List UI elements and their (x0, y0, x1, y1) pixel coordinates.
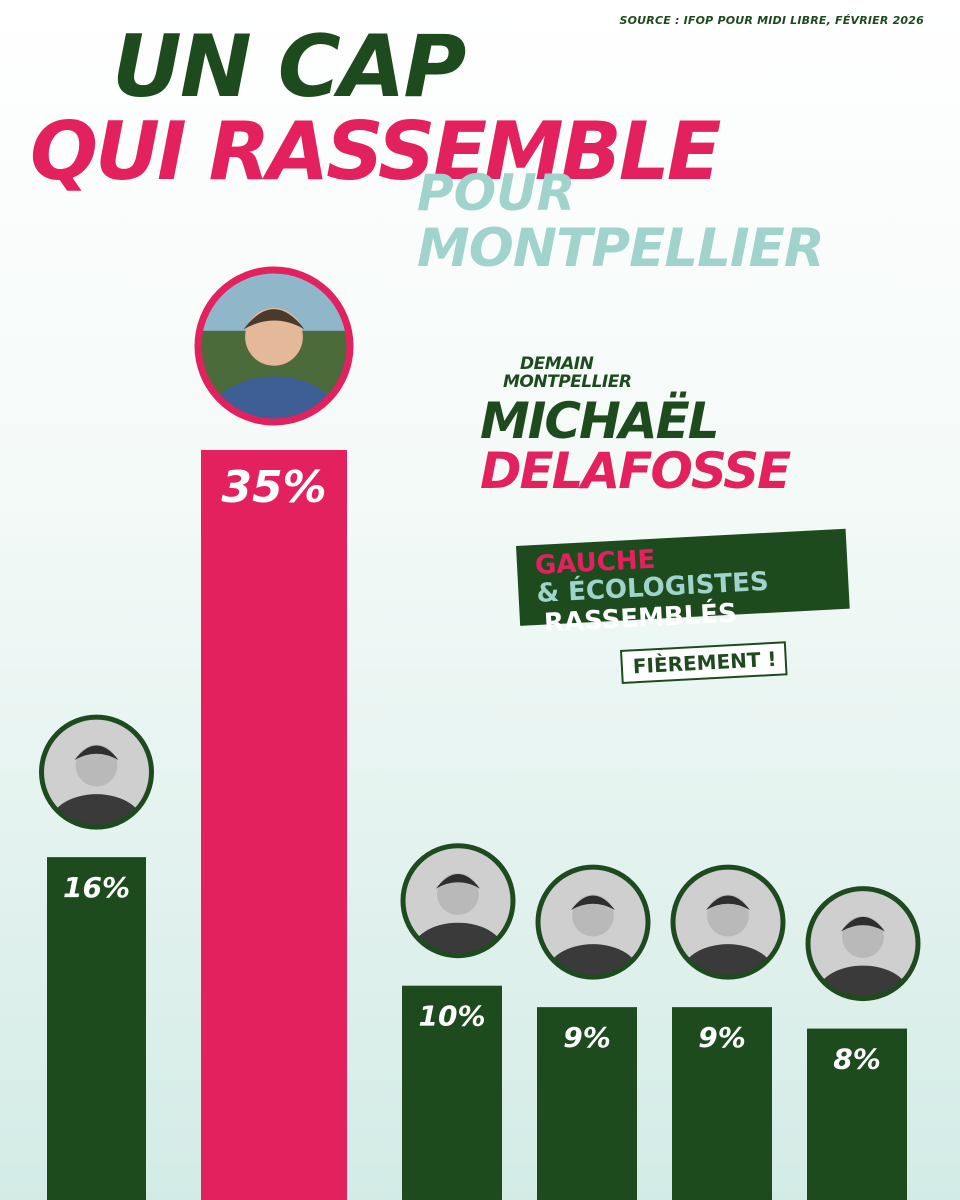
bar-0 (47, 857, 146, 1200)
candidate-first-name: MICHAËL (480, 392, 720, 450)
bar-2 (402, 985, 502, 1200)
candidate-photo-2 (400, 843, 516, 959)
candidate-photo-4 (670, 864, 786, 980)
bar-value-label-4: 9% (698, 1021, 746, 1054)
bar-4 (672, 1007, 772, 1200)
headline-line-1: UN CAP (112, 17, 466, 117)
candidate-photo-0 (39, 714, 154, 830)
bar-value-label-0: 16% (63, 871, 130, 904)
bar-value-label-1: 35% (221, 462, 326, 513)
bar-5 (807, 1028, 907, 1200)
slogan-demain: DEMAIN (520, 354, 594, 374)
bar-value-label-2: 10% (418, 1000, 485, 1033)
bar-value-label-5: 8% (833, 1043, 881, 1076)
candidate-photo-1 (194, 266, 354, 426)
bar-3 (537, 1007, 637, 1200)
source-note: SOURCE : IFOP POUR MIDI LIBRE, FÉVRIER 2… (619, 14, 924, 27)
headline-line-4: MONTPELLIER (417, 218, 825, 279)
candidate-photo-5 (805, 886, 921, 1002)
bar-1 (201, 450, 347, 1200)
slogan-montpellier: MONTPELLIER (503, 372, 632, 392)
headline-line-3: POUR (417, 164, 576, 222)
candidate-photo-3 (535, 864, 651, 980)
candidate-last-name: DELAFOSSE (480, 442, 791, 500)
headline-line-2: QUI RASSEMBLE (30, 105, 721, 198)
bar-value-label-3: 9% (563, 1021, 611, 1054)
